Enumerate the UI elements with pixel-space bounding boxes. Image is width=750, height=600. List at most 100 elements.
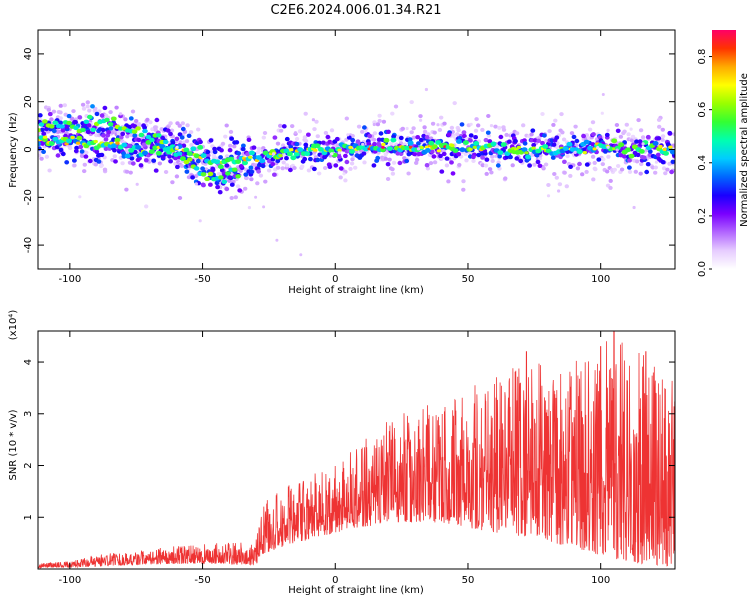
heatmap-cell [568, 164, 573, 169]
heatmap-cell [218, 155, 224, 160]
heatmap-cell [278, 123, 283, 128]
heatmap-cell [584, 169, 589, 174]
heatmap-cell [217, 190, 223, 195]
heatmap-cell [78, 195, 82, 199]
heatmap-cell [135, 182, 139, 186]
heatmap-cell [98, 164, 104, 169]
heatmap-cell [590, 154, 596, 159]
heatmap-cell [136, 122, 142, 127]
heatmap-cell [554, 175, 559, 180]
heatmap-cell [125, 134, 130, 139]
heatmap-cell [44, 126, 49, 132]
heatmap-cell [653, 170, 658, 175]
heatmap-cell [153, 125, 158, 130]
heatmap-cell [529, 132, 534, 137]
heatmap-cell [248, 155, 253, 159]
heatmap-cell [468, 138, 473, 143]
heatmap-cell [630, 134, 636, 139]
heatmap-cell [564, 184, 569, 189]
heatmap-cell [398, 151, 404, 156]
heatmap-cell [38, 122, 45, 127]
heatmap-cell [424, 87, 428, 92]
heatmap-cell [79, 154, 85, 158]
heatmap-cell [654, 160, 659, 164]
heatmap-cell [584, 162, 590, 167]
heatmap-cell [350, 157, 355, 162]
heatmap-cell [315, 157, 321, 163]
heatmap-cell [124, 187, 129, 192]
heatmap-cell [361, 151, 367, 156]
heatmap-cell [592, 166, 597, 171]
heatmap-cell [552, 172, 557, 176]
heatmap-cell [367, 133, 373, 139]
heatmap-cell [229, 182, 235, 187]
heatmap-cell [162, 139, 169, 145]
heatmap-cell [489, 170, 494, 175]
heatmap-cell [51, 128, 57, 134]
heatmap-cell [300, 164, 305, 169]
heatmap-cell [474, 117, 479, 122]
heatmap-cell [312, 166, 317, 172]
heatmap-cell [325, 134, 331, 140]
heatmap-cell [614, 123, 620, 127]
heatmap-cell [102, 105, 108, 111]
heatmap-cell [508, 154, 513, 160]
heatmap-cell [456, 128, 461, 133]
heatmap-cell [391, 134, 396, 139]
heatmap-cell [372, 141, 377, 147]
heatmap-cell [338, 175, 343, 180]
heatmap-cell [256, 146, 262, 151]
heatmap-cell [336, 154, 342, 160]
heatmap-cell [669, 169, 674, 175]
heatmap-cell [284, 156, 289, 161]
heatmap-cell [205, 149, 211, 155]
heatmap-cell [542, 144, 549, 149]
heatmap-cell [550, 155, 556, 160]
heatmap-cell [590, 120, 596, 125]
heatmap-cell [411, 126, 416, 131]
heatmap-cell [190, 175, 196, 180]
y-tick-label: -20 [23, 189, 34, 205]
heatmap-cell [90, 104, 95, 109]
heatmap-cell [323, 130, 329, 135]
heatmap-cell [44, 154, 50, 159]
heatmap-cell [197, 145, 204, 150]
heatmap-cell [553, 118, 558, 123]
heatmap-cell [414, 160, 419, 165]
heatmap-cell [487, 167, 493, 172]
heatmap-cell [645, 162, 651, 167]
heatmap-cell [76, 135, 83, 141]
heatmap-cell [592, 147, 597, 151]
heatmap-cell [424, 163, 430, 168]
heatmap-cell [180, 126, 186, 132]
heatmap-cell [633, 169, 638, 174]
heatmap-cell [580, 172, 585, 177]
heatmap-cell [114, 105, 119, 110]
heatmap-cell [636, 118, 641, 123]
heatmap-cell [73, 125, 79, 131]
y-tick-label: 0 [23, 146, 34, 152]
heatmap-cell [108, 126, 114, 131]
heatmap-cell [575, 166, 581, 171]
heatmap-cell [656, 117, 662, 122]
heatmap-cell [303, 139, 309, 143]
heatmap-cell [372, 131, 378, 136]
heatmap-cell [669, 149, 675, 155]
snr-y-ticks: 1 2 3 4 [23, 359, 675, 520]
heatmap-cell [424, 135, 430, 140]
heatmap-cell [183, 159, 190, 165]
heatmap-cell [663, 151, 669, 156]
heatmap-cell [155, 150, 162, 156]
heatmap-cell [142, 150, 148, 156]
heatmap-cell [176, 151, 183, 156]
heatmap-cell [612, 167, 617, 172]
heatmap-cell [480, 127, 485, 132]
heatmap-cell [79, 149, 85, 154]
heatmap-cell [170, 140, 176, 145]
heatmap-cell [148, 120, 153, 125]
heatmap-cell [283, 148, 290, 154]
heatmap-cell [255, 155, 262, 160]
heatmap-cell [557, 182, 563, 187]
heatmap-cell [272, 172, 277, 177]
heatmap-cell [125, 148, 130, 153]
